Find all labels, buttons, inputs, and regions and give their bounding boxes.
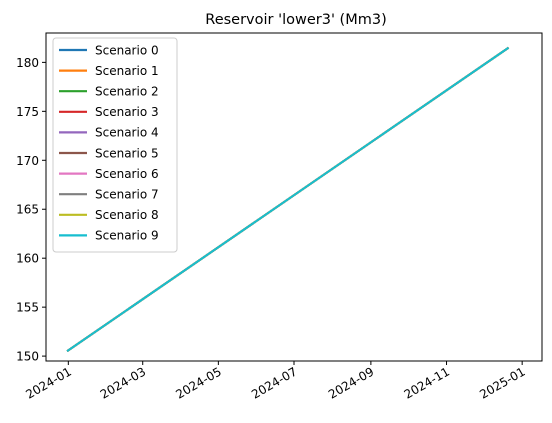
- legend-label-6: Scenario 6: [95, 167, 159, 181]
- legend-label-0: Scenario 0: [95, 43, 159, 57]
- series-line-9: [66, 46, 510, 353]
- x-tick-label-2: 2024-05: [173, 364, 223, 401]
- x-tick-label-4: 2024-09: [326, 364, 376, 401]
- y-tick-label-1: 155: [16, 301, 39, 315]
- y-tick-label-4: 170: [16, 154, 39, 168]
- legend: Scenario 0 Scenario 1 Scenario 2 Scenario 3…: [52, 37, 178, 253]
- x-tick-label-0: 2024-01: [23, 364, 73, 401]
- x-tick-label-1: 2024-03: [98, 364, 148, 401]
- legend-label-7: Scenario 7: [95, 188, 159, 202]
- y-tick-label-2: 160: [16, 252, 39, 266]
- y-tick-label-5: 175: [16, 105, 39, 119]
- y-tick-label-3: 165: [16, 203, 39, 217]
- chart-title: Reservoir 'lower3' (Mm3): [205, 12, 386, 28]
- legend-label-4: Scenario 4: [95, 126, 159, 140]
- legend-label-3: Scenario 3: [95, 105, 159, 119]
- legend-label-5: Scenario 5: [95, 146, 159, 160]
- x-axis: 2024-01 2024-03 2024-05 2024-07 2024-09 2024-…: [23, 361, 528, 402]
- x-tick-label-5: 2024-11: [402, 364, 452, 401]
- legend-label-2: Scenario 2: [95, 85, 159, 99]
- x-tick-label-3: 2024-07: [249, 364, 299, 401]
- legend-label-8: Scenario 8: [95, 208, 159, 222]
- y-tick-label-6: 180: [16, 56, 39, 70]
- x-tick-label-6: 2025-01: [477, 364, 527, 401]
- legend-label-9: Scenario 9: [95, 229, 159, 243]
- legend-label-1: Scenario 1: [95, 64, 159, 78]
- y-tick-label-0: 150: [16, 350, 39, 364]
- y-axis: 150 155 160 165 170 175 180: [16, 56, 46, 364]
- series-layer: [66, 46, 510, 353]
